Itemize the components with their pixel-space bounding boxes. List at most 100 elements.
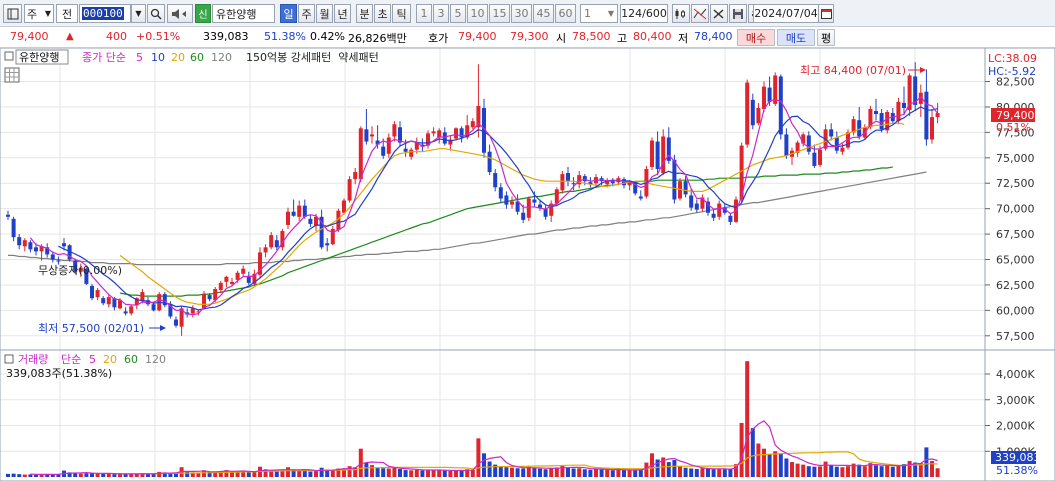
prefix-button[interactable]: 전 — [56, 4, 78, 23]
candle-body — [700, 197, 705, 209]
sell-button[interactable]: 매도 — [777, 29, 815, 46]
interval-select[interactable]: 1 ▼ — [580, 4, 618, 23]
volume-bar — [151, 474, 156, 477]
candle-body — [134, 298, 139, 306]
panel-menu-icon[interactable] — [4, 354, 14, 364]
candle-body — [269, 235, 274, 248]
quote-bar: 79,400 ▲ 400 +0.51% 339,083 51.38% 0.42%… — [0, 27, 1055, 48]
volume-bar — [728, 469, 733, 477]
hc-label: HC:-5.92 — [988, 65, 1036, 78]
candle-body — [95, 290, 100, 298]
layout-icon[interactable] — [3, 4, 22, 23]
eval-button[interactable]: 평 — [817, 29, 835, 46]
candle-body — [638, 196, 643, 199]
volume-bar — [689, 468, 694, 477]
ma20-polyline — [119, 122, 905, 305]
volume-bar — [594, 468, 598, 477]
candle-body — [179, 308, 184, 327]
stock-name-field[interactable]: 유한양행 — [212, 4, 275, 23]
volume-tick-label: 3,000K — [996, 394, 1035, 407]
stock-tag-box[interactable] — [15, 49, 69, 65]
save-icon[interactable] — [729, 4, 747, 23]
ma-label: 종가 단순 — [82, 51, 126, 64]
volume-ma-60-label: 60 — [124, 353, 138, 366]
minute-option-1[interactable]: 1 — [416, 4, 432, 23]
volume-bar — [599, 469, 604, 477]
period-week-label: 주 — [301, 7, 312, 21]
date-input[interactable]: 2024/07/04 — [753, 4, 819, 23]
high-label: 고 — [617, 32, 628, 45]
chart-type-icon[interactable] — [672, 4, 690, 23]
candle-body — [11, 218, 16, 238]
candle-body — [526, 198, 531, 218]
volume-bar — [207, 471, 212, 477]
prefix-label: 전 — [61, 7, 73, 21]
count-input[interactable]: 124/600 — [620, 4, 668, 23]
candle-body — [812, 152, 817, 166]
volume-bar — [700, 468, 705, 477]
volume-bar — [84, 473, 89, 477]
candle-body — [622, 179, 626, 186]
ask-label: 호가 — [428, 32, 449, 45]
chevron-down-icon: ▼ — [44, 9, 51, 18]
arrow-right-icon — [160, 325, 166, 331]
minute-option-10[interactable]: 10 — [467, 4, 488, 23]
high-annotation: 최고 84,400 (07/01) — [800, 64, 906, 77]
period-week-tab[interactable]: 주 — [298, 4, 315, 23]
minute-option-30[interactable]: 30 — [511, 4, 532, 23]
volume-bar — [784, 458, 789, 477]
candle-body — [510, 201, 514, 205]
period-minute-tab[interactable]: 분 — [356, 4, 373, 23]
volume-bar — [532, 467, 537, 477]
candle-body — [252, 273, 257, 284]
period-month-label: 월 — [319, 7, 330, 21]
volume-bar — [252, 472, 257, 477]
stock-code-input[interactable]: 000100 — [79, 4, 131, 23]
last-volume-ratio: 51.38% — [996, 464, 1038, 477]
candle-body — [694, 203, 699, 210]
last-rate-label: 0.51% — [996, 121, 1031, 134]
tools-icon[interactable] — [710, 4, 728, 23]
period-day-tab[interactable]: 일 — [280, 4, 297, 23]
sound-icon[interactable] — [167, 4, 193, 23]
minute-option-45[interactable]: 45 — [533, 4, 554, 23]
market-select[interactable]: 주 ▼ — [24, 4, 54, 23]
buy-button[interactable]: 매수 — [737, 29, 775, 46]
minute-option-3[interactable]: 3 — [433, 4, 449, 23]
volume-bar — [185, 471, 190, 477]
candle-body — [162, 294, 167, 306]
candle-body — [409, 149, 414, 157]
period-year-tab[interactable]: 년 — [334, 4, 351, 23]
panel-menu-icon[interactable] — [4, 51, 14, 61]
candle-body — [543, 208, 548, 217]
minute-option-15[interactable]: 15 — [489, 4, 510, 23]
candle-body — [571, 183, 576, 185]
minute-option-label: 10 — [470, 7, 485, 20]
volume-bar — [420, 470, 425, 477]
minute-option-label: 1 — [420, 7, 428, 20]
volume-bar — [308, 471, 313, 477]
period-month-tab[interactable]: 월 — [316, 4, 333, 23]
volume-bar — [6, 473, 10, 477]
up-arrow-icon: ▲ — [66, 31, 74, 42]
stock-chart[interactable]: 유한양행 종가 단순 5 10 20 60 120 150억봉 강세패턴 약세패… — [0, 48, 1055, 481]
candle-body — [689, 195, 694, 208]
zoom-icon[interactable] — [691, 4, 709, 23]
high-price: 80,400 — [633, 30, 672, 43]
period-second-tab[interactable]: 초 — [374, 4, 391, 23]
volume-bar — [241, 470, 246, 477]
search-icon[interactable] — [147, 4, 165, 23]
volume-bar — [442, 470, 447, 477]
calendar-icon[interactable] — [818, 4, 834, 23]
minute-option-5[interactable]: 5 — [450, 4, 466, 23]
period-second-label: 초 — [377, 7, 388, 21]
grid-toggle-icon[interactable] — [4, 67, 20, 83]
volume-bar — [840, 467, 845, 477]
candle-body — [549, 203, 554, 216]
minute-option-60[interactable]: 60 — [555, 4, 576, 23]
code-dropdown-button[interactable]: ▼ — [131, 4, 146, 23]
candle-body — [330, 229, 335, 245]
candle-body — [28, 242, 33, 250]
period-tick-tab[interactable]: 틱 — [392, 4, 411, 23]
volume-bar — [885, 465, 890, 477]
